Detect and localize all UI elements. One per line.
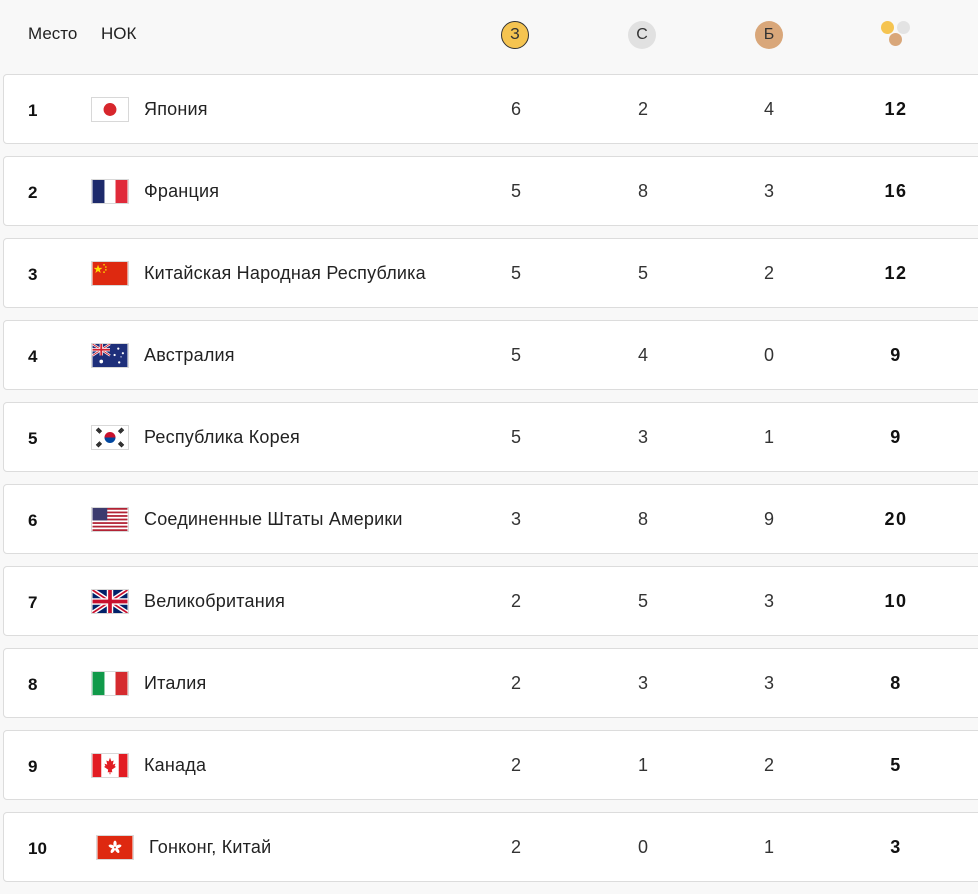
bronze-count: 3 <box>763 591 774 611</box>
total-count: 12 <box>884 263 908 283</box>
rank: 6 <box>28 511 38 530</box>
bronze-count: 1 <box>763 837 774 857</box>
bronze-count: 9 <box>763 509 774 529</box>
rank: 7 <box>28 593 38 612</box>
bronze-count: 2 <box>763 263 774 283</box>
silver-column-header[interactable]: С <box>628 21 656 49</box>
table-header: Место НОК З С Б <box>0 0 978 70</box>
bronze-count: 3 <box>763 673 774 693</box>
table-row[interactable]: 3 Китайская Народная Республика 5 5 2 12 <box>3 238 978 308</box>
table-row[interactable]: 7 Великобритания 2 5 3 10 <box>3 566 978 636</box>
hong-kong-flag-icon <box>96 835 134 860</box>
medal-table: 1 Япония 6 2 4 12 2 Франция 5 8 3 16 3 К… <box>3 74 978 894</box>
china-flag-icon <box>91 261 129 286</box>
rank-column-header[interactable]: Место <box>28 24 78 43</box>
canada-flag-icon <box>91 753 129 778</box>
bronze-count: 0 <box>763 345 774 365</box>
total-count: 20 <box>884 509 908 529</box>
japan-flag-icon <box>91 97 129 122</box>
country-name[interactable]: Австралия <box>144 345 235 365</box>
table-row[interactable]: 1 Япония 6 2 4 12 <box>3 74 978 144</box>
silver-count: 2 <box>637 99 648 119</box>
rank: 9 <box>28 757 38 776</box>
australia-flag-icon <box>91 343 129 368</box>
total-count: 5 <box>890 755 902 775</box>
gold-count: 2 <box>510 673 521 693</box>
total-count: 9 <box>890 427 902 447</box>
country-name[interactable]: Соединенные Штаты Америки <box>144 509 403 529</box>
noc-column-header[interactable]: НОК <box>101 24 137 43</box>
country-name[interactable]: Италия <box>144 673 207 693</box>
country-name[interactable]: Великобритания <box>144 591 286 611</box>
silver-count: 0 <box>637 837 648 857</box>
gold-count: 2 <box>510 755 521 775</box>
silver-count: 3 <box>637 427 648 447</box>
table-row[interactable]: 8 Италия 2 3 3 8 <box>3 648 978 718</box>
table-row[interactable]: 6 Соединенные Штаты Америки 3 8 9 20 <box>3 484 978 554</box>
france-flag-icon <box>91 179 129 204</box>
silver-count: 4 <box>637 345 648 365</box>
silver-count: 8 <box>637 509 648 529</box>
bronze-count: 3 <box>763 181 774 201</box>
total-count: 12 <box>884 99 908 119</box>
gold-count: 2 <box>510 837 521 857</box>
rank: 10 <box>28 839 47 858</box>
table-row[interactable]: 10 Гонконг, Китай 2 0 1 3 <box>3 812 978 882</box>
silver-count: 1 <box>637 755 648 775</box>
country-name[interactable]: Канада <box>144 755 207 775</box>
italy-flag-icon <box>91 671 129 696</box>
country-name[interactable]: Франция <box>144 181 220 201</box>
bronze-count: 1 <box>763 427 774 447</box>
country-name[interactable]: Республика Корея <box>144 427 300 447</box>
bronze-count: 4 <box>763 99 774 119</box>
rank: 2 <box>28 183 38 202</box>
silver-count: 5 <box>637 591 648 611</box>
gold-count: 6 <box>510 99 521 119</box>
total-count: 3 <box>890 837 902 857</box>
country-name[interactable]: Китайская Народная Республика <box>144 263 426 283</box>
table-row[interactable]: 4 Австралия 5 4 0 9 <box>3 320 978 390</box>
country-name[interactable]: Япония <box>144 99 208 119</box>
rank: 4 <box>28 347 38 366</box>
table-row[interactable]: 2 Франция 5 8 3 16 <box>3 156 978 226</box>
gold-count: 5 <box>510 181 521 201</box>
silver-count: 3 <box>637 673 648 693</box>
table-row[interactable]: 5 Республика Корея 5 3 1 9 <box>3 402 978 472</box>
gold-count: 3 <box>510 509 521 529</box>
silver-count: 8 <box>637 181 648 201</box>
total-count: 9 <box>890 345 902 365</box>
rank: 5 <box>28 429 38 448</box>
table-row[interactable]: 9 Канада 2 1 2 5 <box>3 730 978 800</box>
total-count: 10 <box>884 591 908 611</box>
gold-count: 5 <box>510 427 521 447</box>
rank: 3 <box>28 265 38 284</box>
medals-total-icon[interactable] <box>879 19 913 49</box>
gold-column-header[interactable]: З <box>501 21 529 49</box>
usa-flag-icon <box>91 507 129 532</box>
gold-count: 5 <box>510 345 521 365</box>
total-count: 8 <box>890 673 902 693</box>
total-count: 16 <box>884 181 908 201</box>
gold-count: 2 <box>510 591 521 611</box>
country-name[interactable]: Гонконг, Китай <box>149 837 272 857</box>
rank: 8 <box>28 675 38 694</box>
silver-count: 5 <box>637 263 648 283</box>
korea-flag-icon <box>91 425 129 450</box>
bronze-count: 2 <box>763 755 774 775</box>
rank: 1 <box>28 101 38 120</box>
gold-count: 5 <box>510 263 521 283</box>
uk-flag-icon <box>91 589 129 614</box>
bronze-column-header[interactable]: Б <box>755 21 783 49</box>
